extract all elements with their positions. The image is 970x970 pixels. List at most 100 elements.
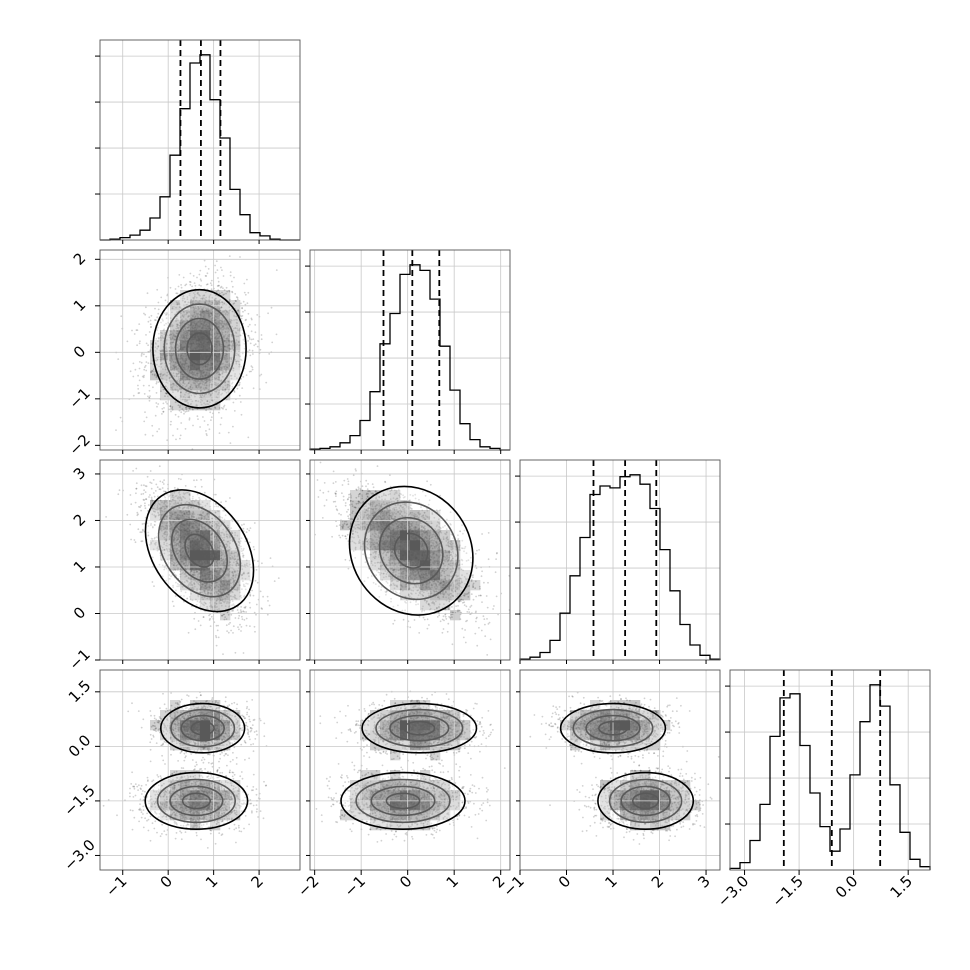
density-cell xyxy=(220,300,231,311)
density-cell xyxy=(460,570,471,581)
scatter-point xyxy=(179,355,182,358)
scatter-point xyxy=(194,315,197,318)
density-cell xyxy=(660,820,671,831)
scatter-point xyxy=(180,478,182,481)
scatter-point xyxy=(224,331,227,333)
scatter-point xyxy=(252,338,255,340)
scatter-point xyxy=(188,407,191,410)
scatter-point xyxy=(178,379,181,382)
scatter-point xyxy=(148,389,151,392)
scatter-point xyxy=(200,329,203,332)
scatter-point xyxy=(215,315,218,317)
scatter-point xyxy=(225,624,228,627)
scatter-point xyxy=(225,408,228,411)
scatter-point xyxy=(234,293,237,295)
scatter-point xyxy=(185,313,188,316)
scatter-point xyxy=(172,347,175,350)
scatter-point xyxy=(174,288,177,290)
scatter-point xyxy=(141,375,144,378)
density-cell xyxy=(420,580,431,591)
scatter-point xyxy=(214,264,217,267)
density-cell xyxy=(210,600,221,611)
scatter-point xyxy=(184,338,186,340)
scatter-point xyxy=(197,349,200,352)
density-cell xyxy=(420,560,431,571)
scatter-point xyxy=(194,352,196,355)
density-cell xyxy=(170,360,181,371)
scatter-point xyxy=(155,381,158,383)
density-cell xyxy=(210,300,221,311)
scatter-point xyxy=(228,623,230,625)
scatter-point xyxy=(170,338,173,341)
scatter-point xyxy=(197,382,200,385)
scatter-point xyxy=(224,324,227,326)
scatter-point xyxy=(172,328,175,331)
density-cell xyxy=(230,370,241,381)
density-cell xyxy=(420,550,431,561)
density-cell xyxy=(180,780,191,791)
scatter-point xyxy=(185,410,188,413)
density-cell xyxy=(680,790,691,801)
scatter-point xyxy=(188,280,191,283)
scatter-point xyxy=(201,380,204,382)
scatter-point xyxy=(190,366,193,368)
density-cell xyxy=(200,600,211,611)
scatter-point xyxy=(251,366,254,369)
scatter-point xyxy=(174,336,177,338)
scatter-point xyxy=(188,407,191,410)
density-cell xyxy=(220,580,231,591)
scatter-point xyxy=(208,342,211,344)
density-cell xyxy=(350,810,361,821)
scatter-point xyxy=(240,413,243,416)
scatter-point xyxy=(157,308,160,311)
scatter-point xyxy=(247,291,250,294)
scatter-point xyxy=(205,307,207,310)
scatter-point xyxy=(188,308,190,311)
scatter-point xyxy=(147,320,150,323)
density-cell xyxy=(640,740,651,751)
density-cell xyxy=(380,810,391,821)
density-cell xyxy=(210,520,221,531)
scatter-point xyxy=(195,341,198,344)
scatter-point xyxy=(243,282,246,285)
scatter-point xyxy=(145,361,148,363)
scatter-point xyxy=(197,349,199,352)
scatter-point xyxy=(176,369,179,372)
scatter-point xyxy=(201,311,204,313)
scatter-point xyxy=(247,340,250,342)
density-cell xyxy=(580,730,591,741)
scatter-point xyxy=(201,349,204,352)
scatter-point xyxy=(194,374,197,376)
scatter-point xyxy=(228,298,231,301)
scatter-point xyxy=(154,307,156,310)
scatter-point xyxy=(180,422,183,424)
scatter-point xyxy=(238,383,241,386)
scatter-point xyxy=(187,337,189,340)
scatter-point xyxy=(205,312,208,315)
density-cell xyxy=(220,380,231,391)
scatter-point xyxy=(179,437,181,440)
density-cell xyxy=(200,320,211,331)
scatter-point xyxy=(211,314,213,316)
density-cell xyxy=(630,820,641,831)
density-cell xyxy=(220,360,231,371)
scatter-point xyxy=(197,359,199,362)
density-cell xyxy=(180,550,191,561)
scatter-point xyxy=(180,357,183,360)
scatter-point xyxy=(200,329,203,332)
density-cell xyxy=(620,740,631,751)
scatter-point xyxy=(254,630,256,633)
scatter-point xyxy=(148,331,151,333)
scatter-point xyxy=(200,320,203,323)
density-cell xyxy=(180,490,191,501)
scatter-point xyxy=(176,303,179,306)
scatter-point xyxy=(209,625,212,627)
scatter-point xyxy=(203,341,206,343)
density-cell xyxy=(190,510,201,521)
scatter-point xyxy=(239,611,242,613)
density-cell xyxy=(430,710,441,721)
scatter-point xyxy=(222,310,224,313)
density-cell xyxy=(420,780,431,791)
scatter-point xyxy=(206,321,209,324)
scatter-point xyxy=(200,336,203,338)
